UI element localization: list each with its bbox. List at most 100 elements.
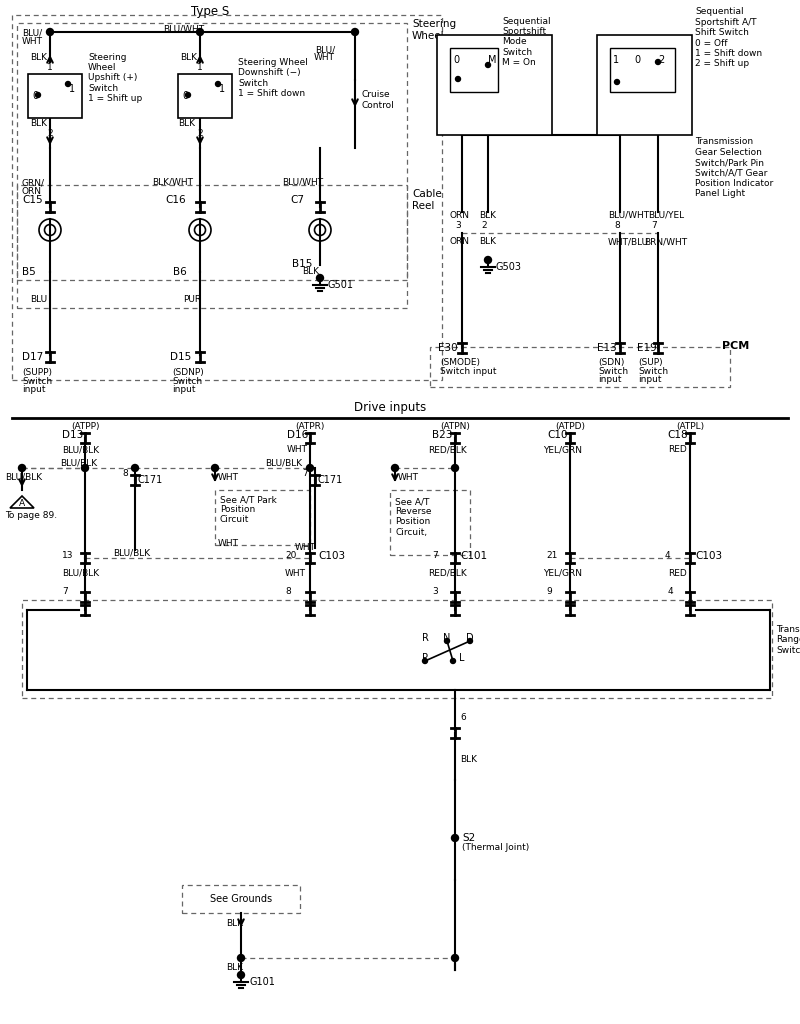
Circle shape [238, 954, 245, 962]
Text: M: M [488, 55, 497, 65]
Bar [178, 74, 232, 118]
Text: WHT: WHT [285, 568, 306, 578]
Text: 7: 7 [432, 552, 438, 560]
Text: 4: 4 [668, 588, 674, 597]
Bar [17, 185, 407, 280]
Text: 0: 0 [634, 55, 640, 65]
Text: Steering Wheel
Downshift (−)
Switch
1 = Shift down: Steering Wheel Downshift (−) Switch 1 = … [238, 58, 308, 98]
Text: 6: 6 [460, 714, 466, 723]
Text: Drive inputs: Drive inputs [354, 401, 426, 415]
Text: PUR: PUR [183, 296, 201, 304]
Text: E30: E30 [438, 343, 458, 353]
Circle shape [351, 29, 358, 36]
Text: (SUP): (SUP) [638, 357, 662, 367]
Text: BLU/YEL: BLU/YEL [648, 211, 684, 219]
Circle shape [215, 82, 221, 86]
Text: BLU/BLK: BLU/BLK [60, 459, 97, 468]
Text: BLK: BLK [226, 964, 243, 973]
Text: (SMODE): (SMODE) [440, 357, 480, 367]
Text: BLU/BLK: BLU/BLK [5, 472, 42, 481]
Text: G503: G503 [496, 262, 522, 272]
Text: YEL/GRN: YEL/GRN [543, 568, 582, 578]
Text: BLK: BLK [180, 52, 197, 61]
Text: Switch: Switch [598, 367, 628, 376]
Text: N: N [443, 633, 450, 643]
Text: BLU: BLU [30, 296, 47, 304]
Bar [450, 48, 498, 92]
Text: BLU/BLK: BLU/BLK [62, 568, 99, 578]
Text: ORN: ORN [22, 186, 42, 196]
Bar [597, 35, 692, 135]
Circle shape [422, 658, 427, 664]
Text: Switch: Switch [22, 377, 52, 385]
Text: C103: C103 [318, 551, 345, 561]
Text: C18: C18 [667, 430, 688, 440]
Circle shape [306, 465, 314, 471]
Text: BRN/WHT: BRN/WHT [644, 238, 687, 247]
Text: (SUPP): (SUPP) [22, 368, 52, 377]
Text: 1: 1 [613, 55, 619, 65]
Text: 21: 21 [546, 552, 558, 560]
Circle shape [455, 77, 461, 82]
Text: E19: E19 [637, 343, 657, 353]
Text: S2: S2 [462, 833, 475, 843]
Text: C171: C171 [318, 475, 343, 485]
Text: (ATPP): (ATPP) [70, 422, 99, 430]
Text: input: input [598, 376, 622, 384]
Text: BLU/BLK: BLU/BLK [113, 549, 150, 557]
Text: (ATPL): (ATPL) [676, 422, 704, 430]
Text: WHT: WHT [218, 539, 239, 548]
Text: BLU/: BLU/ [22, 29, 42, 38]
Text: Reverse: Reverse [395, 508, 431, 516]
Text: Position: Position [395, 517, 430, 526]
Text: BLU/WHT: BLU/WHT [608, 211, 649, 219]
Circle shape [35, 92, 41, 97]
Text: G501: G501 [328, 280, 354, 290]
Bar [390, 490, 470, 555]
Bar [182, 885, 300, 913]
Text: BLU/: BLU/ [315, 45, 335, 54]
Circle shape [485, 256, 491, 263]
Circle shape [317, 274, 323, 282]
Circle shape [197, 29, 203, 36]
Text: 13: 13 [62, 552, 74, 560]
Text: 0: 0 [32, 91, 38, 101]
Text: (SDN): (SDN) [598, 357, 624, 367]
Text: See A/T Park: See A/T Park [220, 496, 277, 505]
Text: P: P [422, 653, 428, 663]
Text: 9: 9 [546, 588, 552, 597]
Text: 4: 4 [665, 552, 670, 560]
Text: BLK: BLK [479, 238, 496, 247]
Text: B5: B5 [22, 267, 36, 278]
Text: input: input [22, 385, 46, 394]
Text: See A/T: See A/T [395, 498, 430, 507]
Text: Position: Position [220, 506, 255, 514]
Text: C10: C10 [547, 430, 567, 440]
Text: C7: C7 [290, 195, 304, 205]
Text: BLU/WHT: BLU/WHT [282, 177, 323, 186]
Text: input: input [638, 376, 662, 384]
Text: E13: E13 [597, 343, 617, 353]
Text: 1: 1 [219, 84, 225, 94]
Text: BLK: BLK [30, 52, 47, 61]
Text: BLK: BLK [178, 119, 195, 128]
Text: Sequential
Sportshift
Mode
Switch
M = On: Sequential Sportshift Mode Switch M = On [502, 16, 550, 68]
Text: A: A [19, 499, 25, 508]
Text: Steering
Wheel: Steering Wheel [412, 19, 456, 41]
Text: Switch input: Switch input [440, 367, 497, 376]
Circle shape [614, 80, 619, 85]
Text: BLU/WHT: BLU/WHT [163, 25, 204, 34]
Text: BLK: BLK [302, 267, 319, 276]
Text: (ATPR): (ATPR) [295, 422, 325, 430]
Text: C16: C16 [165, 195, 186, 205]
Text: 1: 1 [69, 84, 75, 94]
Text: 2: 2 [47, 128, 53, 137]
Circle shape [211, 465, 218, 471]
Circle shape [66, 82, 70, 86]
Text: Type S: Type S [191, 5, 229, 18]
Text: 2: 2 [658, 55, 664, 65]
Text: Transmission
Range
Switch: Transmission Range Switch [776, 625, 800, 655]
Text: C101: C101 [460, 551, 487, 561]
Circle shape [131, 465, 138, 471]
Text: L: L [459, 653, 465, 663]
